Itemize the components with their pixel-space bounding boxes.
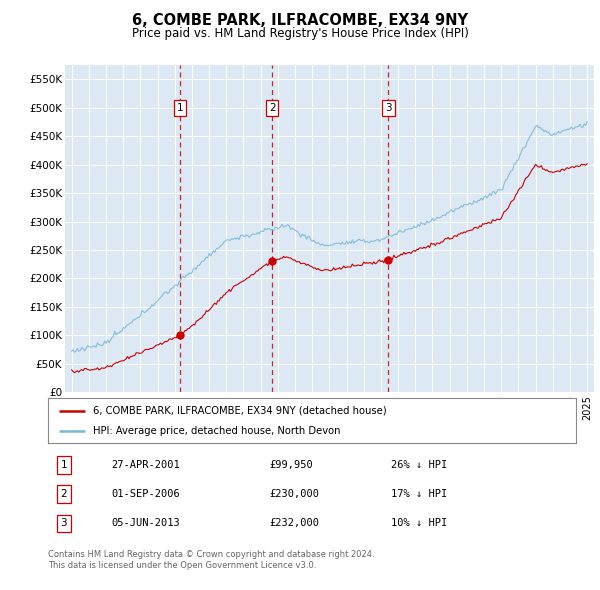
Text: 10% ↓ HPI: 10% ↓ HPI	[391, 519, 448, 529]
Text: 2: 2	[269, 103, 275, 113]
Text: 01-SEP-2006: 01-SEP-2006	[112, 489, 180, 499]
Text: 17% ↓ HPI: 17% ↓ HPI	[391, 489, 448, 499]
Text: £99,950: £99,950	[270, 460, 314, 470]
Text: 6, COMBE PARK, ILFRACOMBE, EX34 9NY (detached house): 6, COMBE PARK, ILFRACOMBE, EX34 9NY (det…	[93, 406, 386, 415]
Text: £232,000: £232,000	[270, 519, 320, 529]
Text: 26% ↓ HPI: 26% ↓ HPI	[391, 460, 448, 470]
Text: £230,000: £230,000	[270, 489, 320, 499]
Text: 1: 1	[177, 103, 184, 113]
Text: 3: 3	[61, 519, 67, 529]
Text: 1: 1	[61, 460, 67, 470]
Text: HPI: Average price, detached house, North Devon: HPI: Average price, detached house, Nort…	[93, 427, 340, 437]
Text: 6, COMBE PARK, ILFRACOMBE, EX34 9NY: 6, COMBE PARK, ILFRACOMBE, EX34 9NY	[132, 12, 468, 28]
Text: Contains HM Land Registry data © Crown copyright and database right 2024.: Contains HM Land Registry data © Crown c…	[48, 550, 374, 559]
Text: Price paid vs. HM Land Registry's House Price Index (HPI): Price paid vs. HM Land Registry's House …	[131, 27, 469, 40]
Text: 27-APR-2001: 27-APR-2001	[112, 460, 180, 470]
Text: 2: 2	[61, 489, 67, 499]
Text: 05-JUN-2013: 05-JUN-2013	[112, 519, 180, 529]
Text: 3: 3	[385, 103, 392, 113]
Text: This data is licensed under the Open Government Licence v3.0.: This data is licensed under the Open Gov…	[48, 560, 316, 569]
